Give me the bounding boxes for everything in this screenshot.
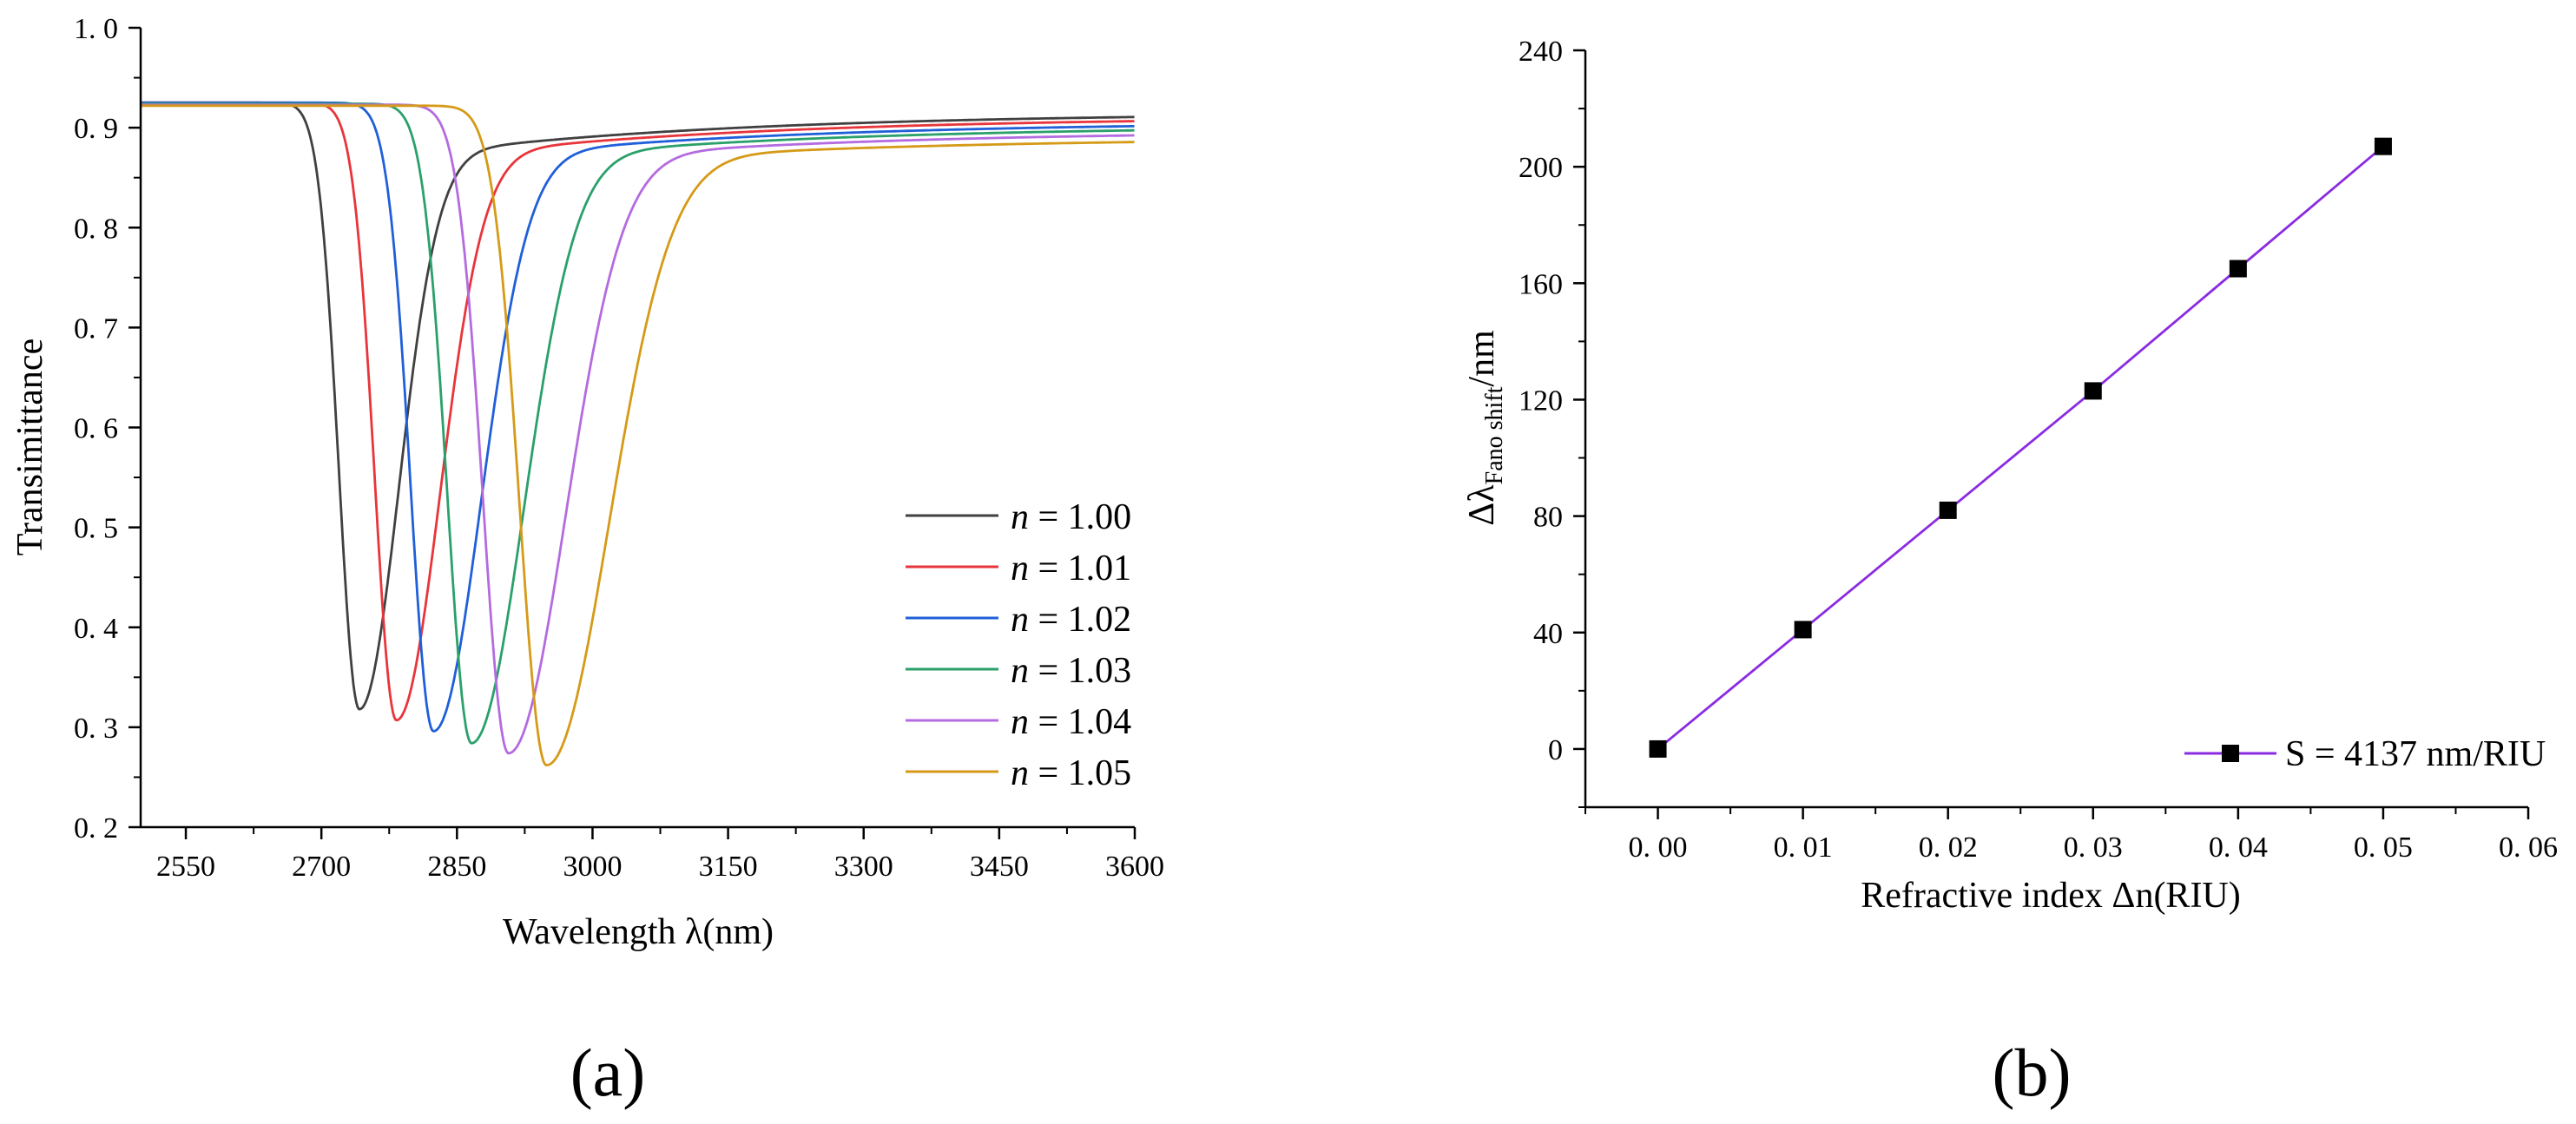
y-tick-label: 80 <box>1533 502 1563 534</box>
chart-a-ticks: 2550 2700 2850 3000 3150 3300 3450 3600 0. 2 0. 3… <box>74 13 1164 883</box>
transmittance-curves <box>141 101 1135 766</box>
x-tick-label: 0. 01 <box>1774 831 1833 864</box>
y-tick-label: 0. 5 <box>74 513 118 545</box>
chart-b-y-axis-label-unit: /nm <box>1462 330 1502 387</box>
y-tick-label: 0 <box>1548 734 1563 766</box>
chart-a-y-axis-label: Transimittance <box>10 339 50 555</box>
x-tick-label: 3300 <box>834 851 893 883</box>
legend-value: = 1.00 <box>1029 497 1131 537</box>
legend-entry: n = 1.03 <box>1011 651 1131 691</box>
x-tick-label: 3000 <box>563 851 622 883</box>
data-point <box>1649 739 1667 758</box>
chart-b-y-axis-label-main: Δλ <box>1462 484 1502 526</box>
legend-variable: n <box>1011 497 1029 537</box>
data-point <box>1939 501 1957 519</box>
legend-value: = 1.01 <box>1029 549 1131 588</box>
sensitivity-chart: 0. 00 0. 01 0. 02 0. 03 0. 04 0. 05 0. 06 0 40 80… <box>1462 36 2558 1110</box>
y-tick-label: 0. 3 <box>74 713 118 745</box>
data-point <box>1794 621 1812 639</box>
chart-a-legend: n = 1.00n = 1.01n = 1.02n = 1.03n = 1.04… <box>906 497 1131 793</box>
y-tick-label: 1. 0 <box>74 13 118 45</box>
x-tick-label: 0. 03 <box>2064 831 2123 864</box>
legend-variable: n <box>1011 702 1029 742</box>
x-tick-label: 0. 02 <box>1919 831 1978 864</box>
y-tick-label: 0. 6 <box>74 413 118 445</box>
chart-a-x-axis-label: Wavelength λ(nm) <box>503 912 774 952</box>
y-tick-label: 0. 9 <box>74 113 118 145</box>
transmittance-curve <box>141 104 1135 766</box>
panel-label-a: (a) <box>570 1035 646 1110</box>
legend-entry: n = 1.04 <box>1011 702 1131 742</box>
x-tick-label: 3450 <box>970 851 1029 883</box>
data-point <box>2374 137 2392 155</box>
legend-variable: n <box>1011 651 1029 691</box>
legend-value: = 1.04 <box>1029 702 1131 742</box>
transmittance-chart: 2550 2700 2850 3000 3150 3300 3450 3600 0. 2 0. 3… <box>10 13 1164 1110</box>
transmittance-curve <box>141 101 1135 711</box>
legend-entry: S = 4137 nm/RIU <box>2285 734 2546 774</box>
legend-variable: n <box>1011 600 1029 640</box>
data-point <box>2084 382 2102 400</box>
y-tick-label: 160 <box>1519 268 1563 300</box>
legend-value: = 1.05 <box>1029 753 1131 793</box>
x-tick-label: 0. 05 <box>2354 831 2413 864</box>
legend-variable: n <box>1011 549 1029 588</box>
y-tick-label: 240 <box>1519 36 1563 68</box>
chart-b-axes <box>1584 50 2528 809</box>
x-tick-label: 2700 <box>292 851 351 883</box>
transmittance-curve <box>141 101 1135 722</box>
chart-b-y-axis-label: ΔλFano shift/nm <box>1462 330 1508 526</box>
legend-entry: n = 1.05 <box>1011 753 1131 793</box>
transmittance-curve <box>141 103 1135 755</box>
x-tick-label: 3150 <box>699 851 758 883</box>
legend-value: = 1.02 <box>1029 600 1131 640</box>
legend-value: = 1.03 <box>1029 651 1131 691</box>
x-tick-label: 3600 <box>1105 851 1164 883</box>
panel-label-b: (b) <box>1993 1035 2072 1110</box>
x-tick-label: 2550 <box>156 851 215 883</box>
y-tick-label: 200 <box>1519 152 1563 184</box>
legend-variable: n <box>1011 753 1029 793</box>
y-tick-label: 0. 7 <box>74 312 118 345</box>
y-tick-label: 120 <box>1519 385 1563 417</box>
x-tick-label: 0. 04 <box>2209 831 2268 864</box>
fit-line <box>1657 145 2384 750</box>
legend-swatch-marker <box>2222 745 2239 762</box>
x-tick-label: 2850 <box>427 851 486 883</box>
chart-b-y-axis-label-sub: Fano shift <box>1481 386 1508 484</box>
y-tick-label: 0. 2 <box>74 812 118 845</box>
legend-entry: n = 1.00 <box>1011 497 1131 537</box>
y-tick-label: 40 <box>1533 618 1563 650</box>
chart-b-x-axis-label: Refractive index Δn(RIU) <box>1861 876 2241 916</box>
sensitivity-series <box>1649 137 2392 758</box>
x-tick-label: 0. 06 <box>2499 831 2558 864</box>
x-tick-label: 0. 00 <box>1629 831 1688 864</box>
chart-a-axes <box>139 28 1135 829</box>
legend-entry: n = 1.01 <box>1011 549 1131 588</box>
chart-b-legend: S = 4137 nm/RIU <box>2184 734 2546 774</box>
y-tick-label: 0. 4 <box>74 613 118 645</box>
legend-entry: n = 1.02 <box>1011 600 1131 640</box>
y-tick-label: 0. 8 <box>74 213 118 245</box>
chart-b-ticks: 0. 00 0. 01 0. 02 0. 03 0. 04 0. 05 0. 06 0 40 80… <box>1519 36 2558 864</box>
data-point <box>2229 260 2247 278</box>
